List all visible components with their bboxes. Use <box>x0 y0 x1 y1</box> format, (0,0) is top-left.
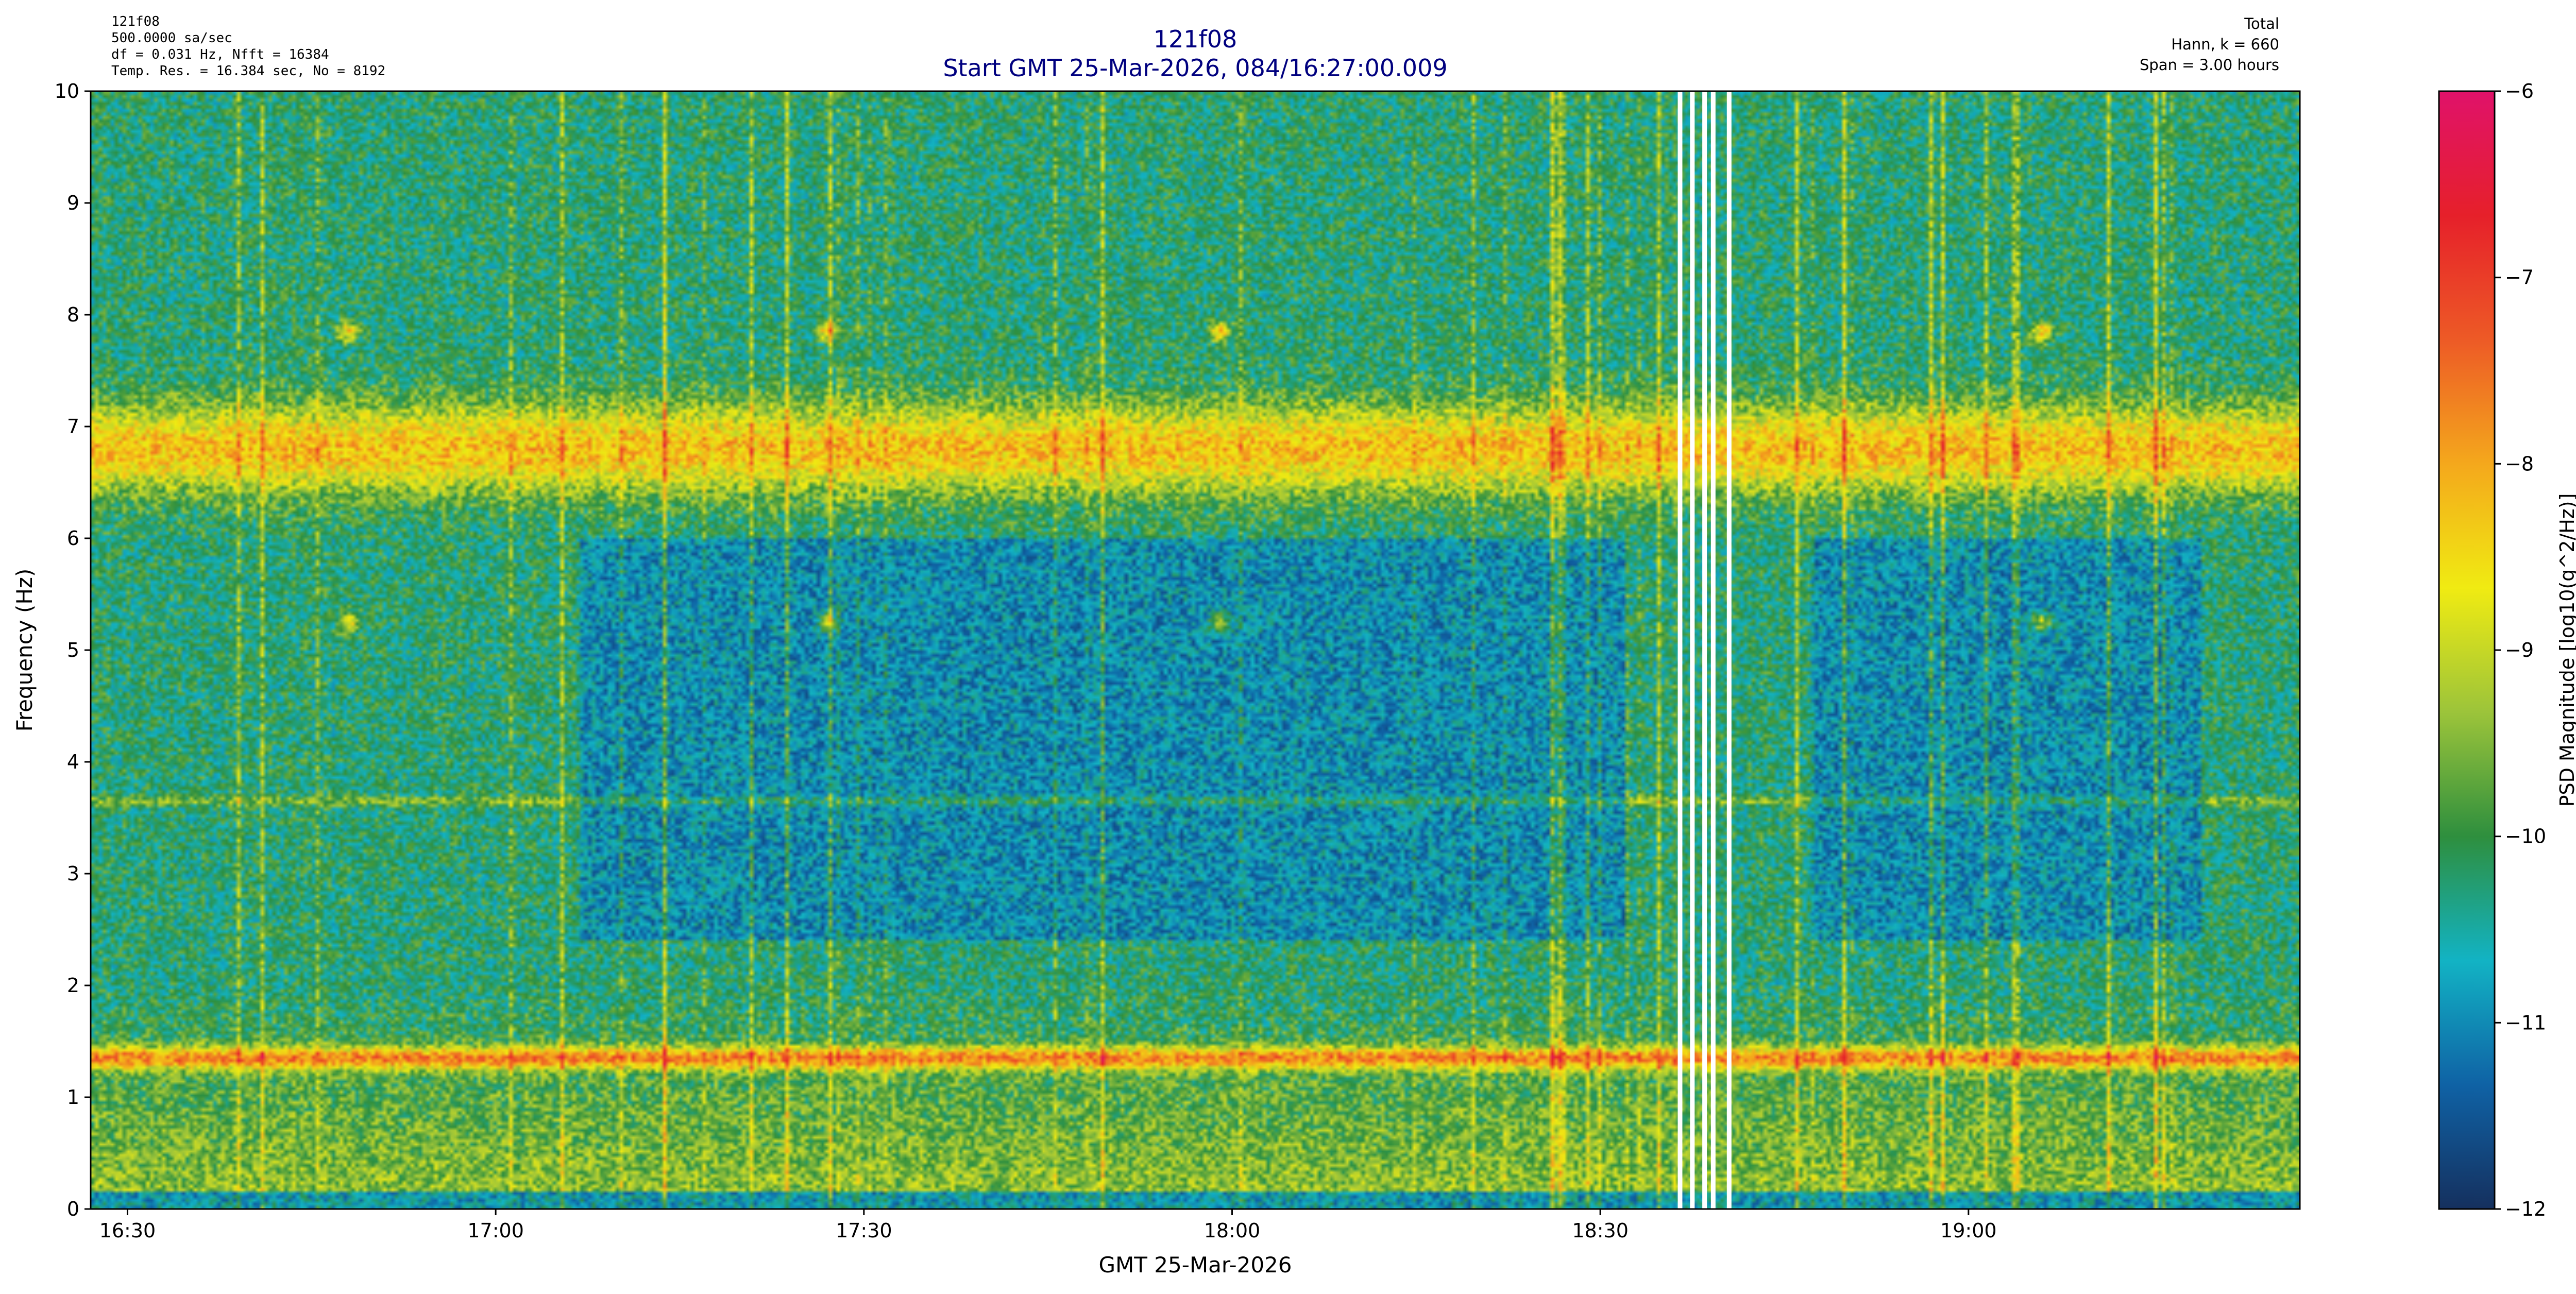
y-tick-label: 7 <box>67 415 79 438</box>
colorbar-tick-label: −7 <box>2505 266 2534 289</box>
header-left-line-3: df = 0.031 Hz, Nfft = 16384 <box>111 47 329 62</box>
colorbar-tick-label: −11 <box>2505 1011 2546 1034</box>
x-tick-label: 19:00 <box>1940 1219 1997 1242</box>
colorbar-tick-label: −12 <box>2505 1198 2546 1220</box>
header-left-line-4: Temp. Res. = 16.384 sec, No = 8192 <box>111 63 385 79</box>
header-right-line-3: Span = 3.00 hours <box>2140 56 2279 74</box>
x-axis-label: GMT 25-Mar-2026 <box>1099 1252 1292 1278</box>
colorbar-tick-label: −6 <box>2505 80 2534 103</box>
y-tick-label: 8 <box>67 303 79 326</box>
y-tick-label: 6 <box>67 527 79 550</box>
spectrogram-heatmap <box>91 91 2300 1209</box>
y-tick-label: 9 <box>67 192 79 214</box>
y-tick-label: 3 <box>67 862 79 885</box>
chart-subtitle: Start GMT 25-Mar-2026, 084/16:27:00.009 <box>943 54 1447 82</box>
colorbar-tick-label: −8 <box>2505 452 2534 475</box>
y-tick-label: 2 <box>67 974 79 997</box>
header-right-line-2: Hann, k = 660 <box>2171 36 2279 53</box>
chart-title: 121f08 <box>1154 25 1238 53</box>
colorbar-axis: −12 −11 −10 −9 −8 −7 −6 <box>2495 80 2546 1220</box>
header-info-right: Total Hann, k = 660 Span = 3.00 hours <box>2140 15 2279 74</box>
x-tick-label: 16:30 <box>99 1219 156 1242</box>
x-tick-label: 17:30 <box>836 1219 892 1242</box>
colorbar-label: PSD Magnitude [log10(g^2/Hz)] <box>2556 493 2576 807</box>
colorbar <box>2438 90 2496 1210</box>
header-left-line-1: 121f08 <box>111 14 160 29</box>
x-tick-label: 18:00 <box>1204 1219 1261 1242</box>
header-right-line-1: Total <box>2244 15 2279 32</box>
y-tick-label: 10 <box>55 80 79 103</box>
y-tick-label: 4 <box>67 751 79 773</box>
colorbar-tick-label: −9 <box>2505 639 2534 661</box>
x-tick-label: 18:30 <box>1572 1219 1629 1242</box>
x-tick-label: 17:00 <box>467 1219 524 1242</box>
y-axis: 0 1 2 3 4 5 6 7 8 9 10 <box>55 80 91 1220</box>
y-tick-label: 1 <box>67 1086 79 1109</box>
data-gap-lines <box>1677 91 1732 1209</box>
header-left-line-2: 500.0000 sa/sec <box>111 30 232 46</box>
y-axis-label: Frequency (Hz) <box>12 569 37 732</box>
y-tick-label: 0 <box>67 1198 79 1220</box>
colorbar-tick-label: −10 <box>2505 825 2546 848</box>
y-tick-label: 5 <box>67 639 79 661</box>
x-axis: 16:30 17:00 17:30 18:00 18:30 19:00 <box>99 1209 1997 1242</box>
header-info-left: 121f08 500.0000 sa/sec df = 0.031 Hz, Nf… <box>111 14 385 79</box>
